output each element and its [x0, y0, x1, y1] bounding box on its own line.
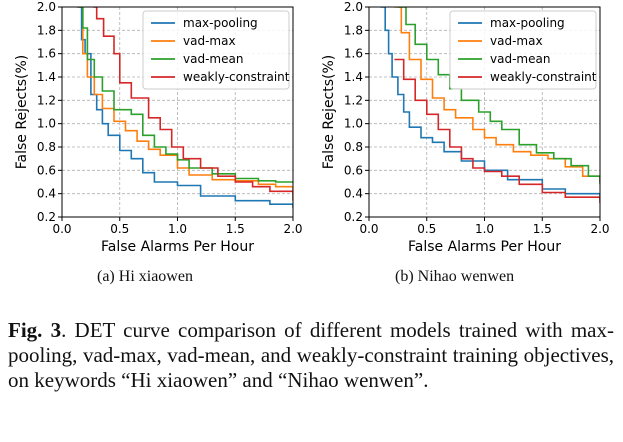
y-axis-label: False Rejects(%) [321, 55, 337, 170]
y-tick-label: 2.0 [37, 0, 56, 14]
x-tick-label: 1.5 [226, 222, 245, 236]
y-tick-label: 1.0 [344, 117, 363, 131]
y-tick-label: 1.4 [344, 70, 363, 84]
x-tick-label: 0.5 [417, 222, 436, 236]
y-tick-label: 0.4 [344, 187, 363, 201]
y-tick-label: 0.2 [37, 210, 56, 224]
y-tick-label: 1.6 [344, 47, 363, 61]
legend: max-pooling vad-max vad-mean weakly-constra… [449, 10, 597, 90]
x-tick-label: 0.0 [359, 222, 378, 236]
series-line-weakly-constraint [93, 7, 293, 201]
series-group [380, 7, 600, 203]
y-tick-label: 0.6 [344, 163, 363, 177]
x-tick-label: 1.5 [533, 222, 552, 236]
legend-label-vad-mean: vad-mean [183, 52, 243, 66]
y-tick-label: 1.6 [37, 47, 56, 61]
legend-label-vad-mean: vad-mean [490, 52, 550, 66]
legend-label-vad-max: vad-max [490, 34, 543, 48]
x-tick-label: 1.0 [168, 222, 187, 236]
chart-nihao-wenwen: 0.0 0.5 1.0 1.5 2.0 0.2 0.4 0.6 0.8 1.0 1.2 1.4 1.6 1… [321, 0, 610, 255]
legend: max-pooling vad-max vad-mean weakly-constra… [142, 10, 290, 90]
series-line-weakly-constraint [394, 58, 600, 203]
legend-label-weakly-constraint: weakly-constraint [490, 70, 597, 84]
x-tick-label: 0.0 [52, 222, 71, 236]
x-tick-label: 0.5 [110, 222, 129, 236]
y-tick-label: 0.8 [37, 140, 56, 154]
x-axis-label: False Alarms Per Hour [101, 239, 254, 255]
y-axis-label: False Rejects(%) [14, 55, 30, 170]
legend-label-weakly-constraint: weakly-constraint [183, 70, 290, 84]
x-tick-label: 1.0 [475, 222, 494, 236]
y-tick-label: 1.2 [344, 93, 363, 107]
series-line-max-pooling [77, 7, 293, 208]
figure: 0.0 0.5 1.0 1.5 2.0 0.2 0.4 0.6 0.8 1.0 1.2 1.4 1.6 1… [14, 0, 610, 255]
y-tick-label: 1.2 [37, 93, 56, 107]
y-tick-label: 2.0 [344, 0, 363, 14]
subcaption-a: (a) Hi xiaowen [97, 268, 193, 285]
y-tick-label: 0.2 [344, 210, 363, 224]
legend-label-vad-max: vad-max [183, 34, 236, 48]
series-line-vad-mean [397, 7, 600, 185]
x-tick-label: 2.0 [590, 222, 609, 236]
caption-label: Fig. 3 [8, 318, 62, 342]
x-axis-label: False Alarms Per Hour [408, 239, 561, 255]
series-line-vad-max [79, 7, 293, 194]
legend-label-max-pooling: max-pooling [490, 16, 565, 30]
y-tick-label: 0.6 [37, 163, 56, 177]
y-tick-label: 1.4 [37, 70, 56, 84]
subcaption-b: (b) Nihao wenwen [395, 268, 515, 285]
legend-box [142, 10, 290, 90]
y-tick-label: 0.8 [344, 140, 363, 154]
legend-box [449, 10, 597, 90]
y-tick-label: 1.0 [37, 117, 56, 131]
legend-label-max-pooling: max-pooling [183, 16, 258, 30]
series-line-max-pooling [380, 7, 600, 200]
series-group [77, 7, 293, 208]
y-tick-label: 0.4 [37, 187, 56, 201]
chart-hi-xiaowen: 0.0 0.5 1.0 1.5 2.0 0.2 0.4 0.6 0.8 1.0 1.2 1.4 1.6 1… [14, 0, 303, 255]
y-tick-label: 1.8 [344, 23, 363, 37]
y-tick-label: 1.8 [37, 23, 56, 37]
series-line-vad-mean [79, 7, 293, 184]
caption-text: . DET curve comparison of different mode… [8, 318, 614, 392]
x-tick-label: 2.0 [283, 222, 302, 236]
figure-caption: Fig. 3. DET curve comparison of differen… [8, 318, 614, 393]
